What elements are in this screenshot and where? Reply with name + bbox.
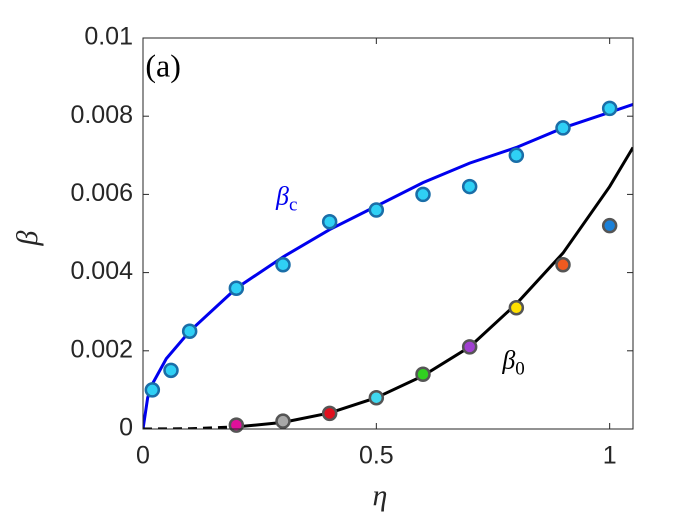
data-point [415,366,431,383]
annotation-subscript: c [289,195,297,216]
data-point [275,413,291,429]
y-tick-label: 0.002 [70,335,133,363]
annotation-text: β [275,181,289,210]
y-tick-label: 0.01 [84,23,133,51]
data-point [555,257,571,273]
data-point [601,217,618,234]
y-tick-label: 0.008 [70,101,133,129]
data-point [181,323,198,339]
data-point [368,202,385,218]
data-point [368,389,385,406]
curve [236,146,633,429]
annotation: β0 [501,345,524,379]
data-point [508,300,525,316]
x-tick-label: 1 [603,442,617,470]
annotation: βc [275,181,297,215]
data-point [144,382,161,398]
annotation-text: (a) [145,48,181,84]
y-tick-label: 0.006 [70,179,133,207]
annotation-subscript: 0 [515,359,525,380]
data-point [163,362,179,379]
plot-frame [142,37,634,430]
data-point [415,186,431,203]
data-point [275,257,291,273]
annotation-text: β [501,345,515,374]
x-axis-label: η [373,479,388,512]
data-point [461,339,478,355]
data-point [555,120,571,136]
y-axis-label: β [11,230,44,246]
x-tick-label: 0 [136,442,150,470]
annotation: (a) [145,48,181,84]
data-point [228,280,245,296]
y-tick-label: 0 [119,414,133,442]
y-tick-label: 0.004 [70,257,133,285]
data-point [601,100,618,117]
data-point [461,178,478,195]
data-point [321,405,338,422]
data-point [508,147,525,164]
data-point [321,214,338,230]
x-tick-label: 0.5 [359,442,394,470]
curve [143,103,633,429]
data-point [228,417,245,433]
